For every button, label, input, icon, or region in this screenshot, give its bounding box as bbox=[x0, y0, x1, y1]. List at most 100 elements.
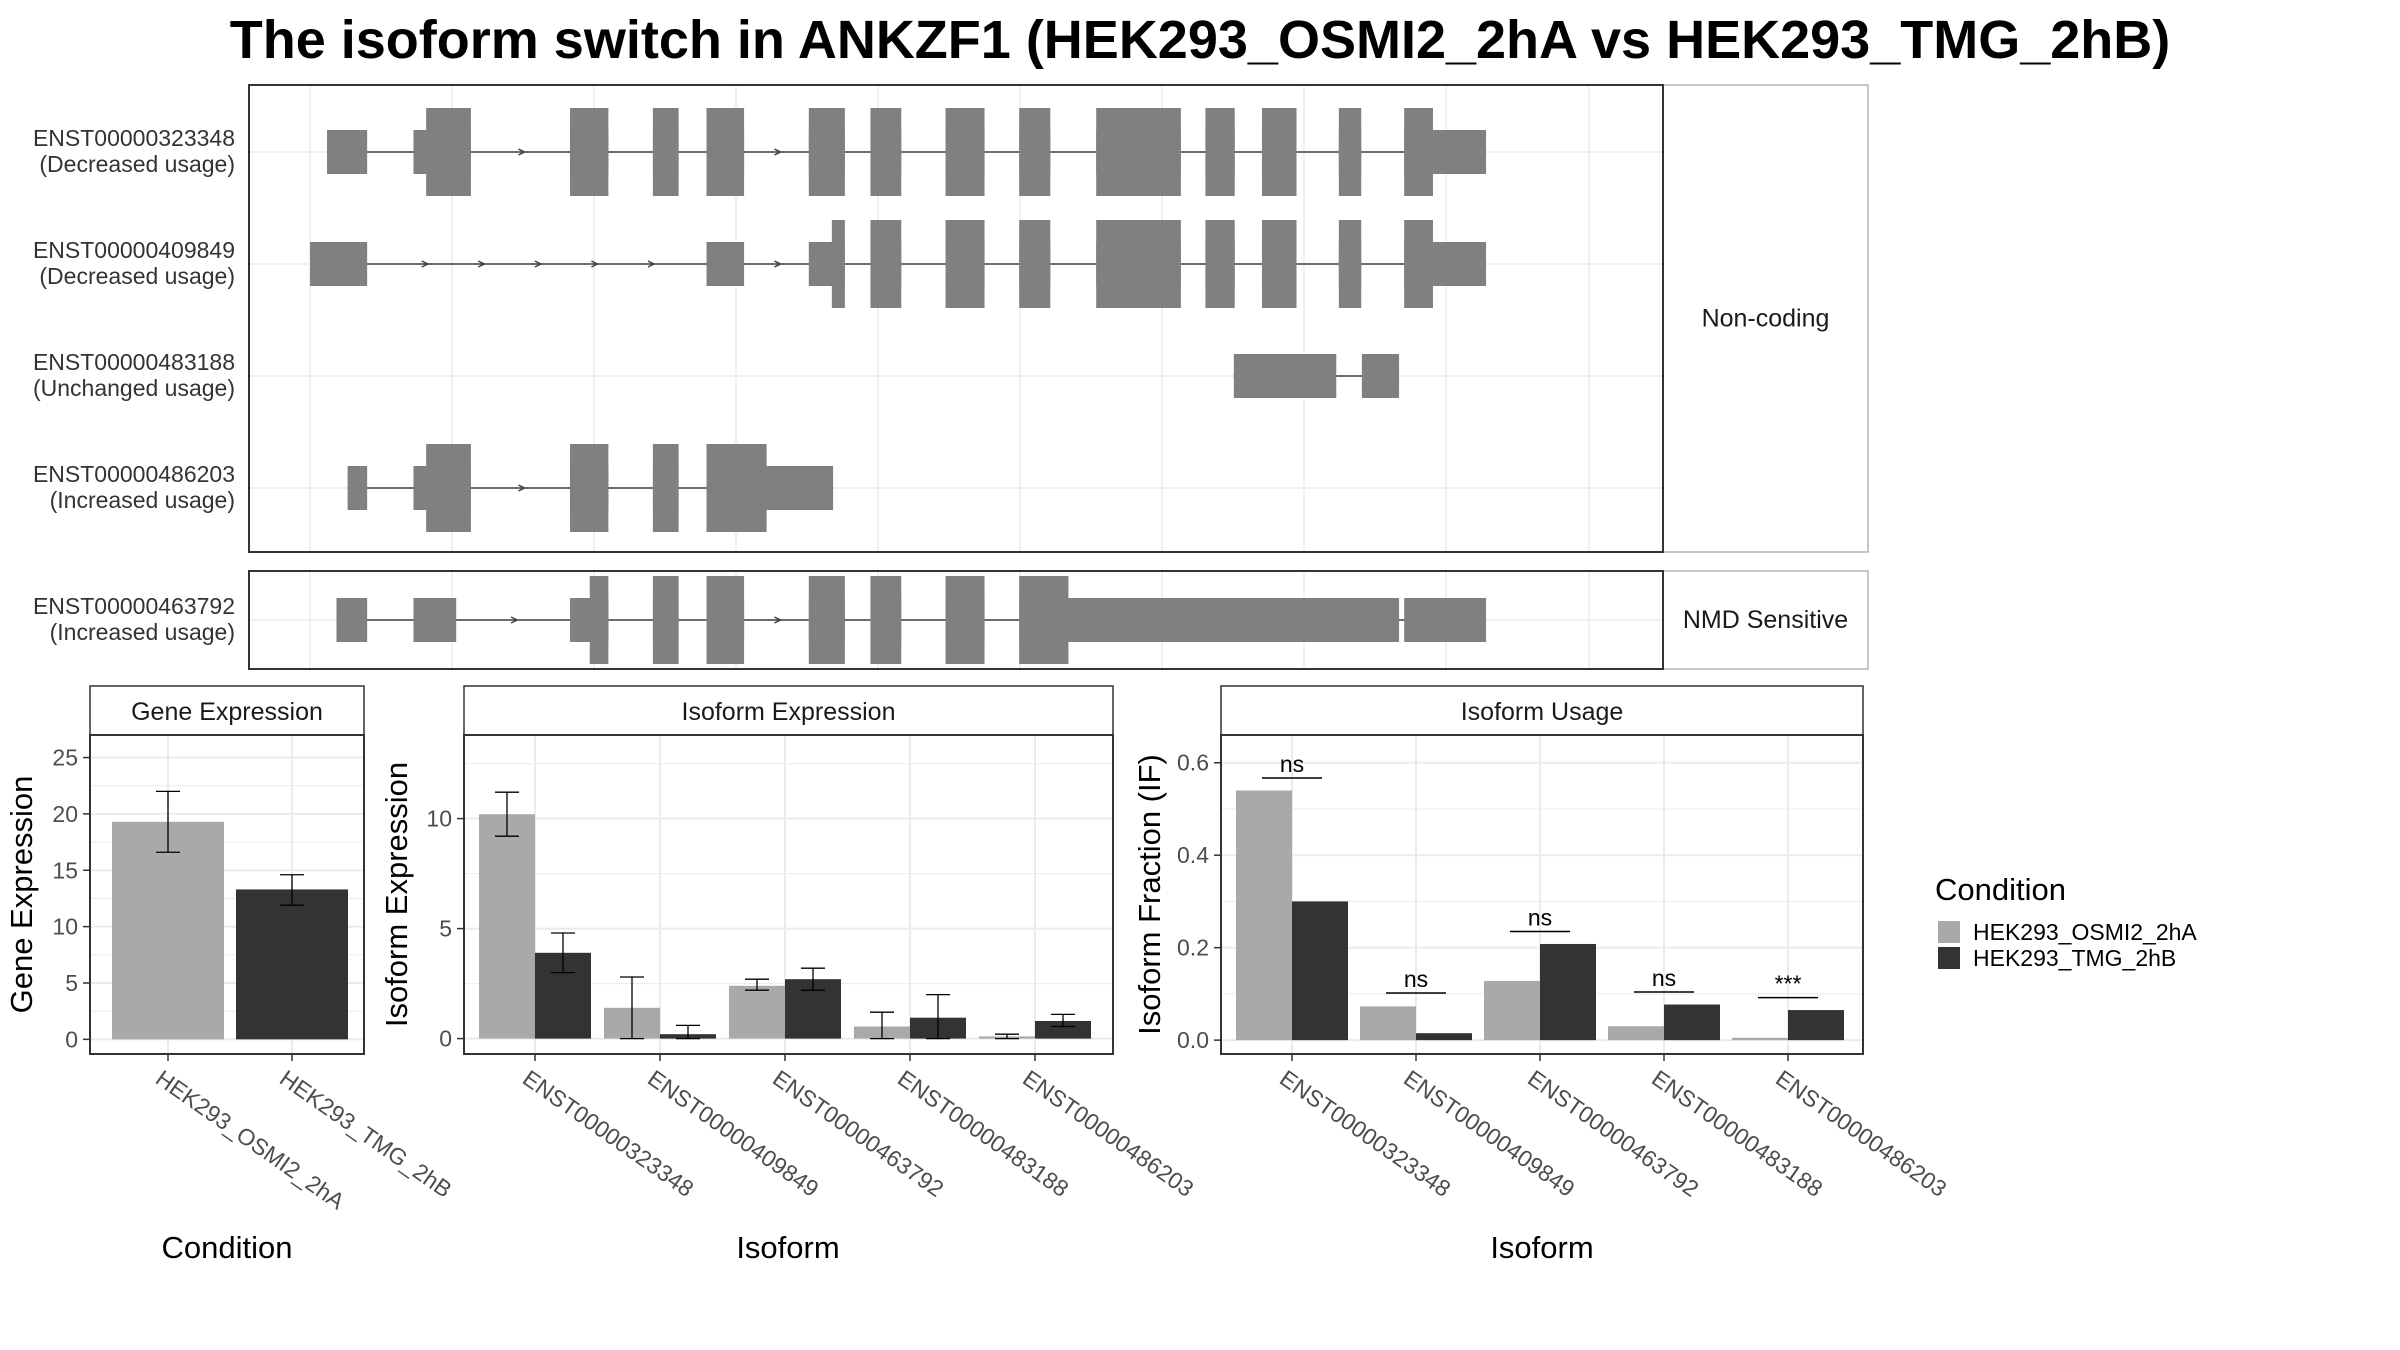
structure-panel-0: Non-coding ENST00000323348(Decreased usag… bbox=[33, 84, 1869, 553]
y-tick-label: 0.0 bbox=[1177, 1027, 1209, 1053]
intron-arrow bbox=[774, 148, 783, 156]
intron-arrow bbox=[774, 260, 783, 268]
utr-exon bbox=[310, 242, 368, 286]
transcript-usage-label: (Increased usage) bbox=[50, 619, 235, 645]
transcript-usage-label: (Increased usage) bbox=[50, 487, 235, 513]
utr-exon bbox=[1361, 354, 1400, 398]
cds-exon bbox=[706, 576, 745, 664]
cds-exon bbox=[706, 444, 767, 532]
cds-exon bbox=[706, 108, 745, 196]
y-tick-label: 0.4 bbox=[1177, 842, 1209, 868]
facet-strip-label: NMD Sensitive bbox=[1683, 606, 1848, 634]
bar-HEK293_OSMI2_2hA bbox=[1608, 1026, 1664, 1041]
utr-exon bbox=[1019, 598, 1400, 642]
significance-label: *** bbox=[1775, 971, 1802, 997]
bar-panel-border bbox=[463, 734, 1114, 1055]
significance-label: ns bbox=[1280, 751, 1304, 777]
legend-swatch bbox=[1938, 947, 1960, 969]
utr-exon bbox=[1233, 354, 1337, 398]
transcript-usage-label: (Unchanged usage) bbox=[33, 375, 235, 401]
bar-HEK293_OSMI2_2hA bbox=[112, 821, 224, 1040]
cds-exon bbox=[1261, 220, 1297, 308]
cds-exon bbox=[945, 576, 985, 664]
utr-exon bbox=[336, 598, 368, 642]
transcript-id-label: ENST00000409849 bbox=[33, 237, 235, 263]
bar-HEK293_OSMI2_2hA bbox=[1236, 790, 1292, 1041]
y-tick-label: 0 bbox=[65, 1026, 78, 1052]
transcript-row: ENST00000483188(Unchanged usage) bbox=[33, 349, 1400, 401]
bar-panel-border bbox=[1220, 734, 1864, 1055]
intron-arrow bbox=[421, 260, 430, 268]
intron-arrow bbox=[591, 260, 600, 268]
cds-exon bbox=[808, 576, 845, 664]
y-tick-label: 15 bbox=[52, 857, 78, 883]
cds-exon bbox=[945, 108, 985, 196]
transcript-id-label: ENST00000323348 bbox=[33, 125, 235, 151]
bar-HEK293_TMG_2hB bbox=[1788, 1010, 1844, 1041]
structure-panel-1: NMD Sensitive ENST00000463792(Increased u… bbox=[33, 570, 1869, 670]
cds-exon bbox=[1338, 108, 1362, 196]
transcript-row: ENST00000463792(Increased usage) bbox=[33, 576, 1487, 664]
bar-HEK293_OSMI2_2hA bbox=[1484, 980, 1540, 1041]
facet-strip-label: Non-coding bbox=[1702, 305, 1830, 333]
y-tick-label: 25 bbox=[52, 745, 78, 771]
cds-exon bbox=[652, 444, 679, 532]
bar-HEK293_OSMI2_2hA bbox=[729, 985, 785, 1039]
intron-arrow bbox=[774, 616, 783, 624]
transcript-id-label: ENST00000483188 bbox=[33, 349, 235, 375]
cds-exon bbox=[1019, 220, 1051, 308]
intron-arrow bbox=[518, 484, 527, 492]
bar-HEK293_TMG_2hB bbox=[1292, 901, 1348, 1041]
cds-exon bbox=[1019, 576, 1069, 664]
y-tick-label: 5 bbox=[65, 970, 78, 996]
figure-title: The isoform switch in ANKZF1 (HEK293_OSM… bbox=[230, 10, 2170, 70]
significance-label: ns bbox=[1652, 965, 1676, 991]
cds-exon bbox=[1404, 108, 1433, 196]
intron-arrow bbox=[518, 148, 527, 156]
y-tick-label: 10 bbox=[426, 806, 452, 832]
cds-exon bbox=[426, 108, 471, 196]
panel-strip bbox=[89, 685, 365, 736]
transcript-row: ENST00000486203(Increased usage) bbox=[33, 444, 834, 532]
utr-exon bbox=[706, 242, 745, 286]
cds-exon bbox=[570, 444, 609, 532]
bar-HEK293_TMG_2hB bbox=[1416, 1033, 1472, 1041]
utr-exon bbox=[1404, 598, 1487, 642]
bar-HEK293_TMG_2hB bbox=[1664, 1004, 1720, 1041]
cds-exon bbox=[945, 220, 985, 308]
cds-exon bbox=[1205, 220, 1235, 308]
utr-exon bbox=[327, 130, 368, 174]
cds-exon bbox=[831, 220, 845, 308]
legend-title: Condition bbox=[1935, 872, 2066, 907]
transcript-row: ENST00000409849(Decreased usage) bbox=[33, 220, 1487, 308]
y-axis-title: Gene Expression bbox=[4, 776, 39, 1014]
panel-title: Gene Expression bbox=[131, 698, 323, 726]
x-axis-title: Condition bbox=[162, 1230, 293, 1265]
cds-exon bbox=[1205, 108, 1235, 196]
legend-label: HEK293_OSMI2_2hA bbox=[1973, 919, 2197, 945]
bar-panel-1: Isoform Expression0510ENST00000323348ENS… bbox=[379, 685, 1199, 1265]
significance-label: ns bbox=[1528, 904, 1552, 930]
y-tick-label: 20 bbox=[52, 801, 78, 827]
x-axis-title: Isoform bbox=[736, 1230, 839, 1265]
bar-panel-border bbox=[89, 734, 365, 1055]
x-axis-title: Isoform bbox=[1490, 1230, 1593, 1265]
cds-exon bbox=[1338, 220, 1362, 308]
panel-title: Isoform Expression bbox=[682, 698, 896, 726]
structure-panel-border bbox=[248, 84, 1664, 553]
cds-exon bbox=[1404, 220, 1433, 308]
bar-HEK293_TMG_2hB bbox=[1540, 943, 1596, 1041]
facet-strip bbox=[1662, 570, 1869, 670]
panel-strip bbox=[463, 685, 1114, 736]
cds-exon bbox=[870, 108, 902, 196]
transcript-id-label: ENST00000463792 bbox=[33, 593, 235, 619]
cds-exon bbox=[1096, 220, 1181, 308]
legend-label: HEK293_TMG_2hB bbox=[1973, 945, 2176, 971]
transcript-usage-label: (Decreased usage) bbox=[39, 151, 235, 177]
y-axis-title: Isoform Fraction (IF) bbox=[1132, 754, 1167, 1035]
cds-exon bbox=[652, 108, 679, 196]
